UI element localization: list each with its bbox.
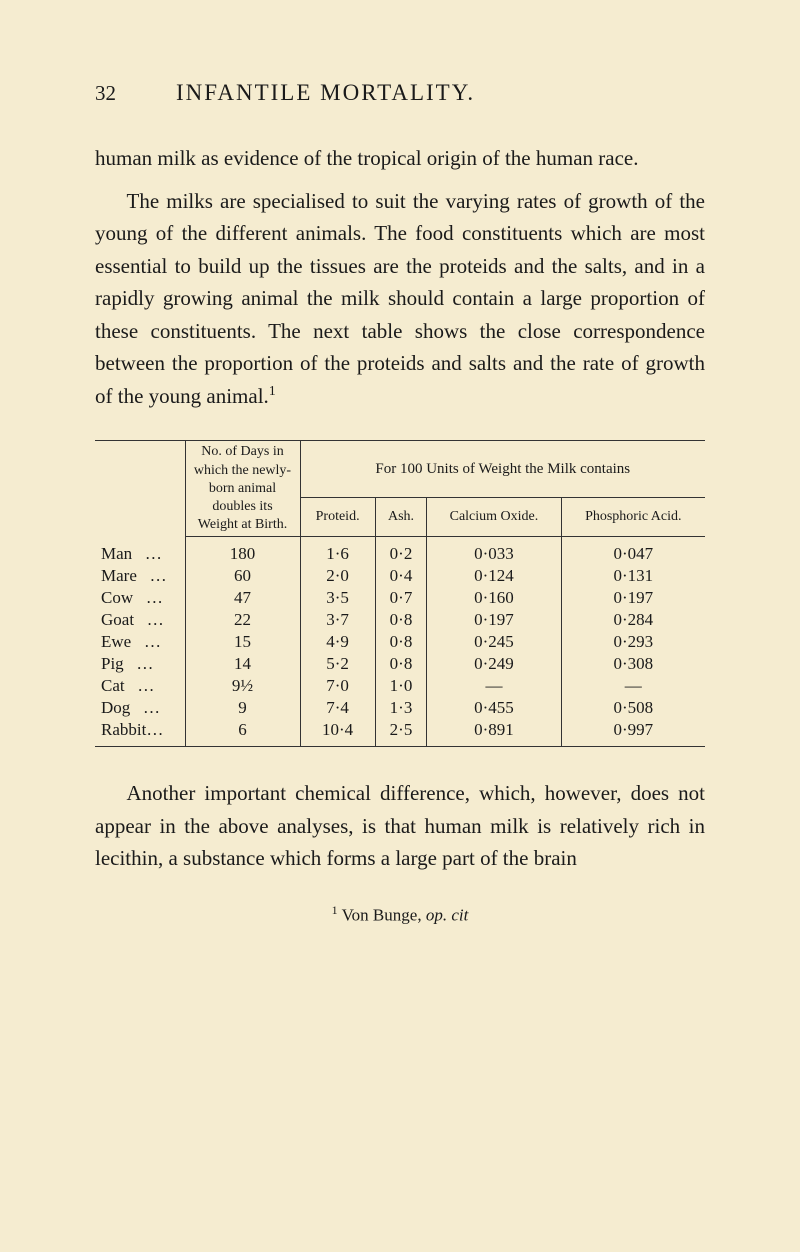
days-cell: 47 [185, 587, 300, 609]
days-cell: 14 [185, 653, 300, 675]
ash-cell: 0·8 [375, 609, 427, 631]
footnote: 1 Von Bunge, op. cit [95, 903, 705, 926]
phosphoric-cell: 0·508 [561, 697, 705, 719]
phosphoric-cell: 0·293 [561, 631, 705, 653]
animal-cell: Goat … [95, 609, 185, 631]
animal-cell: Man … [95, 543, 185, 565]
days-cell: 60 [185, 565, 300, 587]
calcium-cell: 0·033 [427, 543, 561, 565]
days-cell: 9½ [185, 675, 300, 697]
calcium-cell: 0·245 [427, 631, 561, 653]
proteid-cell: 2·0 [300, 565, 375, 587]
phosphoric-cell: 0·308 [561, 653, 705, 675]
phosphoric-cell: 0·284 [561, 609, 705, 631]
table-header-phosphoric: Phosphoric Acid. [561, 498, 705, 537]
animal-cell: Pig … [95, 653, 185, 675]
paragraph-2: The milks are specialised to suit the va… [95, 185, 705, 413]
table-header-days: No. of Days in which the newly-born anim… [185, 441, 300, 537]
animal-cell: Ewe … [95, 631, 185, 653]
table-row: Ewe …154·90·80·2450·293 [95, 631, 705, 653]
table-row: Cow …473·50·70·1600·197 [95, 587, 705, 609]
ash-cell: 1·0 [375, 675, 427, 697]
phosphoric-cell: 0·131 [561, 565, 705, 587]
calcium-cell: 0·160 [427, 587, 561, 609]
proteid-cell: 5·2 [300, 653, 375, 675]
calcium-cell: 0·197 [427, 609, 561, 631]
table-row: Man …1801·60·20·0330·047 [95, 543, 705, 565]
calcium-cell: — [427, 675, 561, 697]
calcium-cell: 0·249 [427, 653, 561, 675]
days-cell: 15 [185, 631, 300, 653]
days-cell: 6 [185, 719, 300, 741]
proteid-cell: 4·9 [300, 631, 375, 653]
days-cell: 9 [185, 697, 300, 719]
phosphoric-cell: 0·197 [561, 587, 705, 609]
proteid-cell: 7·0 [300, 675, 375, 697]
proteid-cell: 3·7 [300, 609, 375, 631]
table-row: Goat …223·70·80·1970·284 [95, 609, 705, 631]
proteid-cell: 3·5 [300, 587, 375, 609]
paragraph-2-text: The milks are specialised to suit the va… [95, 189, 705, 408]
ash-cell: 0·7 [375, 587, 427, 609]
phosphoric-cell: 0·047 [561, 543, 705, 565]
table-row: Pig …145·20·80·2490·308 [95, 653, 705, 675]
ash-cell: 1·3 [375, 697, 427, 719]
animal-cell: Cat … [95, 675, 185, 697]
table-header-proteid: Proteid. [300, 498, 375, 537]
calcium-cell: 0·455 [427, 697, 561, 719]
footnote-reference: 1 [269, 384, 276, 399]
ash-cell: 0·2 [375, 543, 427, 565]
footnote-prefix: Von Bunge, [338, 906, 426, 925]
table-row: Cat …9½7·01·0—— [95, 675, 705, 697]
ash-cell: 0·4 [375, 565, 427, 587]
page-number: 32 [95, 81, 116, 106]
ash-cell: 0·8 [375, 653, 427, 675]
footnote-citation: op. cit [426, 906, 469, 925]
table-header-spanning: For 100 Units of Weight the Milk contain… [300, 441, 705, 498]
proteid-cell: 10·4 [300, 719, 375, 741]
table-empty-header [95, 441, 185, 537]
days-cell: 180 [185, 543, 300, 565]
ash-cell: 2·5 [375, 719, 427, 741]
table-row: Rabbit…610·42·50·8910·997 [95, 719, 705, 741]
table-row: Mare …602·00·40·1240·131 [95, 565, 705, 587]
ash-cell: 0·8 [375, 631, 427, 653]
animal-cell: Dog … [95, 697, 185, 719]
phosphoric-cell: — [561, 675, 705, 697]
table-row: Dog …97·41·30·4550·508 [95, 697, 705, 719]
paragraph-1: human milk as evidence of the tropical o… [95, 142, 705, 175]
days-cell: 22 [185, 609, 300, 631]
calcium-cell: 0·891 [427, 719, 561, 741]
proteid-cell: 1·6 [300, 543, 375, 565]
milk-composition-table: No. of Days in which the newly-born anim… [95, 440, 705, 747]
calcium-cell: 0·124 [427, 565, 561, 587]
paragraph-3: Another important chemical difference, w… [95, 777, 705, 875]
animal-cell: Rabbit… [95, 719, 185, 741]
animal-cell: Cow … [95, 587, 185, 609]
proteid-cell: 7·4 [300, 697, 375, 719]
phosphoric-cell: 0·997 [561, 719, 705, 741]
table-header-calcium: Calcium Oxide. [427, 498, 561, 537]
table-header-ash: Ash. [375, 498, 427, 537]
page-title: INFANTILE MORTALITY. [176, 80, 475, 106]
page-header: 32 INFANTILE MORTALITY. [95, 80, 705, 106]
animal-cell: Mare … [95, 565, 185, 587]
